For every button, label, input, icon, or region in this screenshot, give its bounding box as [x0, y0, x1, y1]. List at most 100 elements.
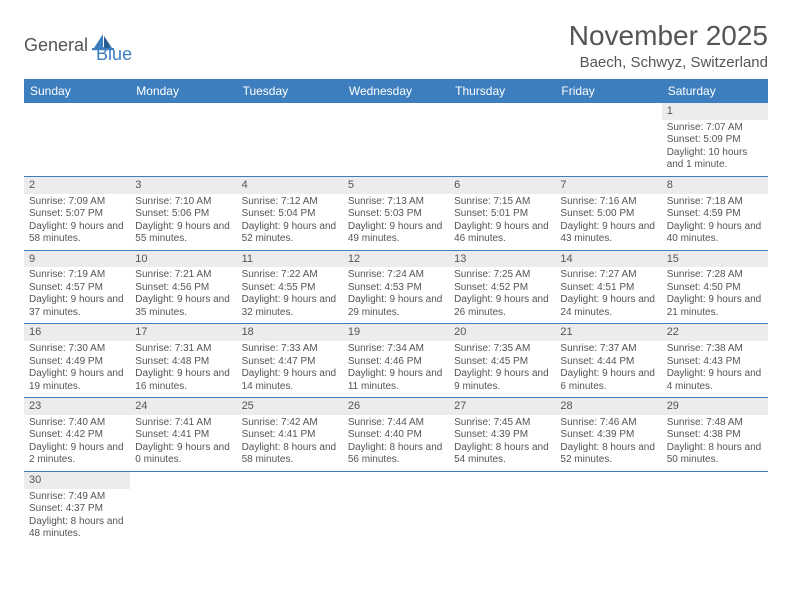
calendar-cell: 17Sunrise: 7:31 AMSunset: 4:48 PMDayligh… — [130, 324, 236, 398]
sunrise-text: Sunrise: 7:19 AM — [29, 269, 125, 282]
daylight-text: Daylight: 9 hours and 55 minutes. — [135, 221, 231, 246]
daylight-text: Daylight: 9 hours and 49 minutes. — [348, 221, 444, 246]
calendar-cell — [449, 471, 555, 544]
calendar-cell: 4Sunrise: 7:12 AMSunset: 5:04 PMDaylight… — [237, 176, 343, 250]
calendar-cell: 30Sunrise: 7:49 AMSunset: 4:37 PMDayligh… — [24, 471, 130, 544]
daylight-text: Daylight: 9 hours and 11 minutes. — [348, 368, 444, 393]
sunset-text: Sunset: 4:41 PM — [135, 429, 231, 442]
day-number: 28 — [555, 398, 661, 415]
sunrise-text: Sunrise: 7:07 AM — [667, 122, 763, 135]
sunrise-text: Sunrise: 7:49 AM — [29, 491, 125, 504]
sunrise-text: Sunrise: 7:40 AM — [29, 417, 125, 430]
day-number: 12 — [343, 251, 449, 268]
header: General Blue November 2025 Baech, Schwyz… — [24, 20, 768, 71]
daylight-text: Daylight: 9 hours and 35 minutes. — [135, 294, 231, 319]
dayname-header: Wednesday — [343, 79, 449, 103]
sunset-text: Sunset: 4:52 PM — [454, 282, 550, 295]
sunrise-text: Sunrise: 7:42 AM — [242, 417, 338, 430]
sunset-text: Sunset: 4:47 PM — [242, 356, 338, 369]
daylight-text: Daylight: 9 hours and 19 minutes. — [29, 368, 125, 393]
sunrise-text: Sunrise: 7:15 AM — [454, 196, 550, 209]
day-number: 17 — [130, 324, 236, 341]
calendar-cell: 16Sunrise: 7:30 AMSunset: 4:49 PMDayligh… — [24, 324, 130, 398]
day-number: 9 — [24, 251, 130, 268]
calendar-cell: 14Sunrise: 7:27 AMSunset: 4:51 PMDayligh… — [555, 250, 661, 324]
day-number: 20 — [449, 324, 555, 341]
sunrise-text: Sunrise: 7:30 AM — [29, 343, 125, 356]
day-number: 24 — [130, 398, 236, 415]
calendar-cell: 25Sunrise: 7:42 AMSunset: 4:41 PMDayligh… — [237, 398, 343, 472]
sunset-text: Sunset: 4:37 PM — [29, 503, 125, 516]
sunset-text: Sunset: 5:01 PM — [454, 208, 550, 221]
day-number: 29 — [662, 398, 768, 415]
daylight-text: Daylight: 9 hours and 0 minutes. — [135, 442, 231, 467]
sunset-text: Sunset: 5:00 PM — [560, 208, 656, 221]
calendar-cell — [449, 103, 555, 176]
daylight-text: Daylight: 9 hours and 4 minutes. — [667, 368, 763, 393]
calendar-cell: 1Sunrise: 7:07 AMSunset: 5:09 PMDaylight… — [662, 103, 768, 176]
calendar-cell: 11Sunrise: 7:22 AMSunset: 4:55 PMDayligh… — [237, 250, 343, 324]
sunset-text: Sunset: 5:03 PM — [348, 208, 444, 221]
dayname-header: Tuesday — [237, 79, 343, 103]
sunrise-text: Sunrise: 7:22 AM — [242, 269, 338, 282]
sunrise-text: Sunrise: 7:46 AM — [560, 417, 656, 430]
sunset-text: Sunset: 4:40 PM — [348, 429, 444, 442]
sunrise-text: Sunrise: 7:45 AM — [454, 417, 550, 430]
calendar-cell: 28Sunrise: 7:46 AMSunset: 4:39 PMDayligh… — [555, 398, 661, 472]
daylight-text: Daylight: 9 hours and 37 minutes. — [29, 294, 125, 319]
calendar-week: 23Sunrise: 7:40 AMSunset: 4:42 PMDayligh… — [24, 398, 768, 472]
daylight-text: Daylight: 9 hours and 43 minutes. — [560, 221, 656, 246]
daylight-text: Daylight: 8 hours and 48 minutes. — [29, 516, 125, 541]
daylight-text: Daylight: 8 hours and 54 minutes. — [454, 442, 550, 467]
day-number: 21 — [555, 324, 661, 341]
calendar-cell — [343, 103, 449, 176]
day-number: 26 — [343, 398, 449, 415]
calendar-cell: 8Sunrise: 7:18 AMSunset: 4:59 PMDaylight… — [662, 176, 768, 250]
sunrise-text: Sunrise: 7:33 AM — [242, 343, 338, 356]
sunrise-text: Sunrise: 7:09 AM — [29, 196, 125, 209]
daylight-text: Daylight: 10 hours and 1 minute. — [667, 147, 763, 172]
sunset-text: Sunset: 4:46 PM — [348, 356, 444, 369]
sunrise-text: Sunrise: 7:16 AM — [560, 196, 656, 209]
logo-text-blue: Blue — [96, 44, 132, 65]
calendar-cell: 21Sunrise: 7:37 AMSunset: 4:44 PMDayligh… — [555, 324, 661, 398]
calendar-cell: 5Sunrise: 7:13 AMSunset: 5:03 PMDaylight… — [343, 176, 449, 250]
sunset-text: Sunset: 4:59 PM — [667, 208, 763, 221]
sunset-text: Sunset: 4:53 PM — [348, 282, 444, 295]
sunrise-text: Sunrise: 7:38 AM — [667, 343, 763, 356]
calendar-cell: 22Sunrise: 7:38 AMSunset: 4:43 PMDayligh… — [662, 324, 768, 398]
calendar-cell: 24Sunrise: 7:41 AMSunset: 4:41 PMDayligh… — [130, 398, 236, 472]
dayname-header: Monday — [130, 79, 236, 103]
calendar-cell: 12Sunrise: 7:24 AMSunset: 4:53 PMDayligh… — [343, 250, 449, 324]
logo: General Blue — [24, 26, 132, 65]
sunset-text: Sunset: 4:50 PM — [667, 282, 763, 295]
daylight-text: Daylight: 9 hours and 52 minutes. — [242, 221, 338, 246]
daylight-text: Daylight: 9 hours and 14 minutes. — [242, 368, 338, 393]
calendar-cell: 10Sunrise: 7:21 AMSunset: 4:56 PMDayligh… — [130, 250, 236, 324]
sunset-text: Sunset: 4:56 PM — [135, 282, 231, 295]
daylight-text: Daylight: 9 hours and 32 minutes. — [242, 294, 338, 319]
day-number: 16 — [24, 324, 130, 341]
sunrise-text: Sunrise: 7:24 AM — [348, 269, 444, 282]
calendar-cell: 13Sunrise: 7:25 AMSunset: 4:52 PMDayligh… — [449, 250, 555, 324]
location-text: Baech, Schwyz, Switzerland — [569, 54, 768, 71]
day-number: 11 — [237, 251, 343, 268]
day-number: 10 — [130, 251, 236, 268]
daylight-text: Daylight: 8 hours and 56 minutes. — [348, 442, 444, 467]
sunset-text: Sunset: 5:09 PM — [667, 134, 763, 147]
sunset-text: Sunset: 4:51 PM — [560, 282, 656, 295]
daylight-text: Daylight: 9 hours and 16 minutes. — [135, 368, 231, 393]
dayname-header: Thursday — [449, 79, 555, 103]
calendar-cell — [237, 471, 343, 544]
sunrise-text: Sunrise: 7:18 AM — [667, 196, 763, 209]
sunrise-text: Sunrise: 7:21 AM — [135, 269, 231, 282]
daylight-text: Daylight: 9 hours and 58 minutes. — [29, 221, 125, 246]
day-number: 23 — [24, 398, 130, 415]
calendar-week: 9Sunrise: 7:19 AMSunset: 4:57 PMDaylight… — [24, 250, 768, 324]
sunrise-text: Sunrise: 7:35 AM — [454, 343, 550, 356]
sunrise-text: Sunrise: 7:27 AM — [560, 269, 656, 282]
daylight-text: Daylight: 9 hours and 46 minutes. — [454, 221, 550, 246]
daylight-text: Daylight: 9 hours and 21 minutes. — [667, 294, 763, 319]
daylight-text: Daylight: 9 hours and 6 minutes. — [560, 368, 656, 393]
calendar-cell — [130, 103, 236, 176]
